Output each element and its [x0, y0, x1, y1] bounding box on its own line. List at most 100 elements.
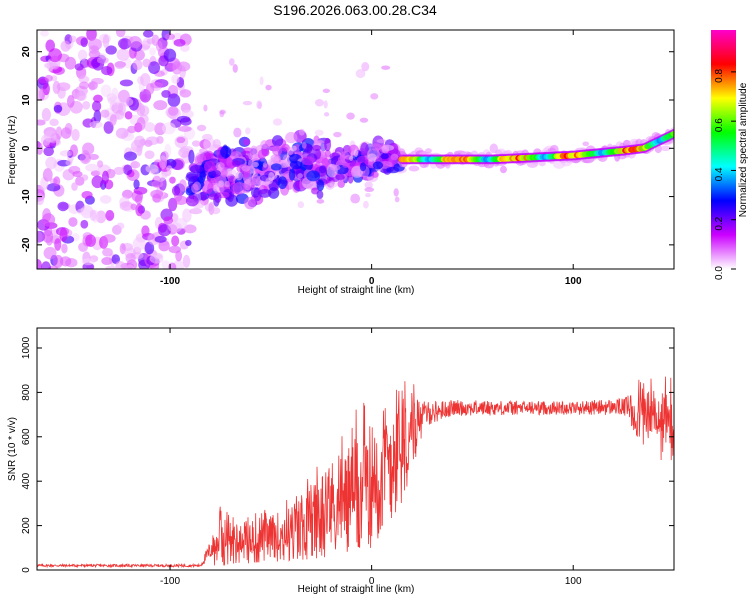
noise-blob	[161, 260, 171, 269]
spread-blob	[394, 196, 400, 203]
noise-blob	[78, 75, 90, 84]
spread-blob	[257, 149, 267, 160]
spread-blob	[335, 174, 345, 181]
noise-blob	[40, 30, 49, 37]
spread-blob	[324, 137, 332, 152]
noise-blob	[144, 241, 155, 255]
noise-blob	[75, 90, 86, 101]
snr-x-tick-label: -100	[160, 576, 180, 587]
noise-blob	[115, 261, 126, 269]
noise-blob	[176, 136, 186, 144]
noise-blob	[89, 121, 103, 129]
noise-blob	[140, 73, 151, 87]
noise-blob	[142, 58, 151, 68]
spread-blob	[256, 100, 263, 109]
noise-blob	[37, 119, 46, 126]
spread-blob	[188, 149, 195, 164]
noise-blob	[119, 97, 134, 107]
noise-blob	[175, 250, 183, 262]
spread-blob	[311, 144, 322, 152]
spread-blob	[376, 139, 387, 144]
noise-blob	[81, 190, 93, 199]
spread-blob	[359, 162, 367, 172]
colorbar-tick-label: 0.8	[714, 68, 725, 82]
noise-blob	[151, 180, 164, 188]
spread-blob	[233, 127, 242, 138]
noise-blob	[168, 262, 177, 269]
noise-blob	[167, 93, 181, 108]
spread-blob	[225, 168, 237, 176]
spread-blob	[370, 93, 379, 100]
noise-blob	[77, 49, 88, 61]
noise-blob	[176, 61, 191, 72]
noise-blob	[145, 136, 160, 145]
colorbar-tick-label: 0.0	[714, 266, 725, 280]
spread-blob	[350, 193, 361, 204]
colorbar-title: Normalized spectral amplitude	[738, 82, 749, 217]
spread-blob	[211, 207, 221, 215]
noise-blob	[64, 56, 77, 70]
snr-plot-area	[37, 376, 674, 569]
colorbar-tick-label: 0.2	[714, 216, 725, 230]
spread-blob	[361, 62, 370, 72]
spread-blob	[277, 176, 288, 190]
spectrogram-y-tick-label: 10	[21, 94, 32, 106]
spread-blob	[324, 112, 330, 117]
noise-blob	[136, 116, 146, 131]
spread-blob	[270, 163, 282, 171]
noise-blob	[59, 227, 68, 242]
spread-blob	[271, 135, 284, 147]
spread-blob	[363, 200, 369, 209]
noise-blob	[72, 171, 83, 178]
noise-blob	[109, 114, 117, 126]
spread-blob	[351, 165, 363, 178]
noise-blob	[180, 117, 192, 126]
noise-blob	[99, 195, 112, 204]
spread-blob	[380, 152, 389, 160]
spread-blob	[360, 142, 369, 156]
noise-blob	[179, 89, 192, 98]
spread-blob	[337, 180, 345, 188]
spread-blob	[301, 142, 307, 149]
noise-blob	[52, 80, 61, 94]
noise-blob	[53, 104, 63, 113]
spectrogram-x-tick-label: 0	[369, 276, 375, 287]
spread-blob	[260, 140, 269, 150]
colorbar-gradient	[711, 30, 736, 269]
spread-blob	[224, 180, 230, 188]
noise-blob	[183, 224, 197, 234]
colorbar-ticks: 0.0 0.2 0.4 0.6 0.8	[714, 68, 736, 280]
noise-blob	[127, 125, 137, 134]
noise-blob	[133, 179, 140, 190]
spread-blob	[189, 208, 203, 215]
noise-blob	[146, 38, 156, 45]
noise-blob	[143, 30, 154, 38]
spread-blob	[203, 160, 216, 172]
snr-y-tick-label: 1000	[21, 336, 32, 359]
spectrogram-x-tick-label: -100	[160, 276, 180, 287]
noise-blob	[41, 213, 56, 227]
noise-blob	[77, 208, 91, 216]
spread-blob	[232, 160, 241, 167]
noise-blob	[153, 100, 168, 111]
spread-blob	[297, 173, 303, 179]
spread-blob	[232, 181, 247, 195]
spread-blob	[235, 171, 244, 181]
noise-blob	[101, 65, 113, 76]
noise-blob	[66, 94, 75, 108]
noise-blob	[111, 87, 119, 100]
spread-blob	[359, 117, 369, 123]
spread-blob	[268, 172, 275, 182]
noise-blob	[37, 192, 45, 206]
noise-blob	[124, 111, 133, 120]
spread-blob	[243, 138, 251, 146]
noise-blob	[100, 109, 110, 118]
noise-blob	[148, 61, 161, 75]
noise-blob	[159, 155, 168, 170]
spread-blob	[189, 164, 204, 174]
snr-y-axis-title: SNR (10 * v/v)	[7, 417, 18, 481]
noise-blob	[154, 235, 167, 243]
noise-blob	[37, 230, 43, 244]
noise-blob	[150, 168, 159, 176]
noise-blob	[80, 219, 89, 229]
